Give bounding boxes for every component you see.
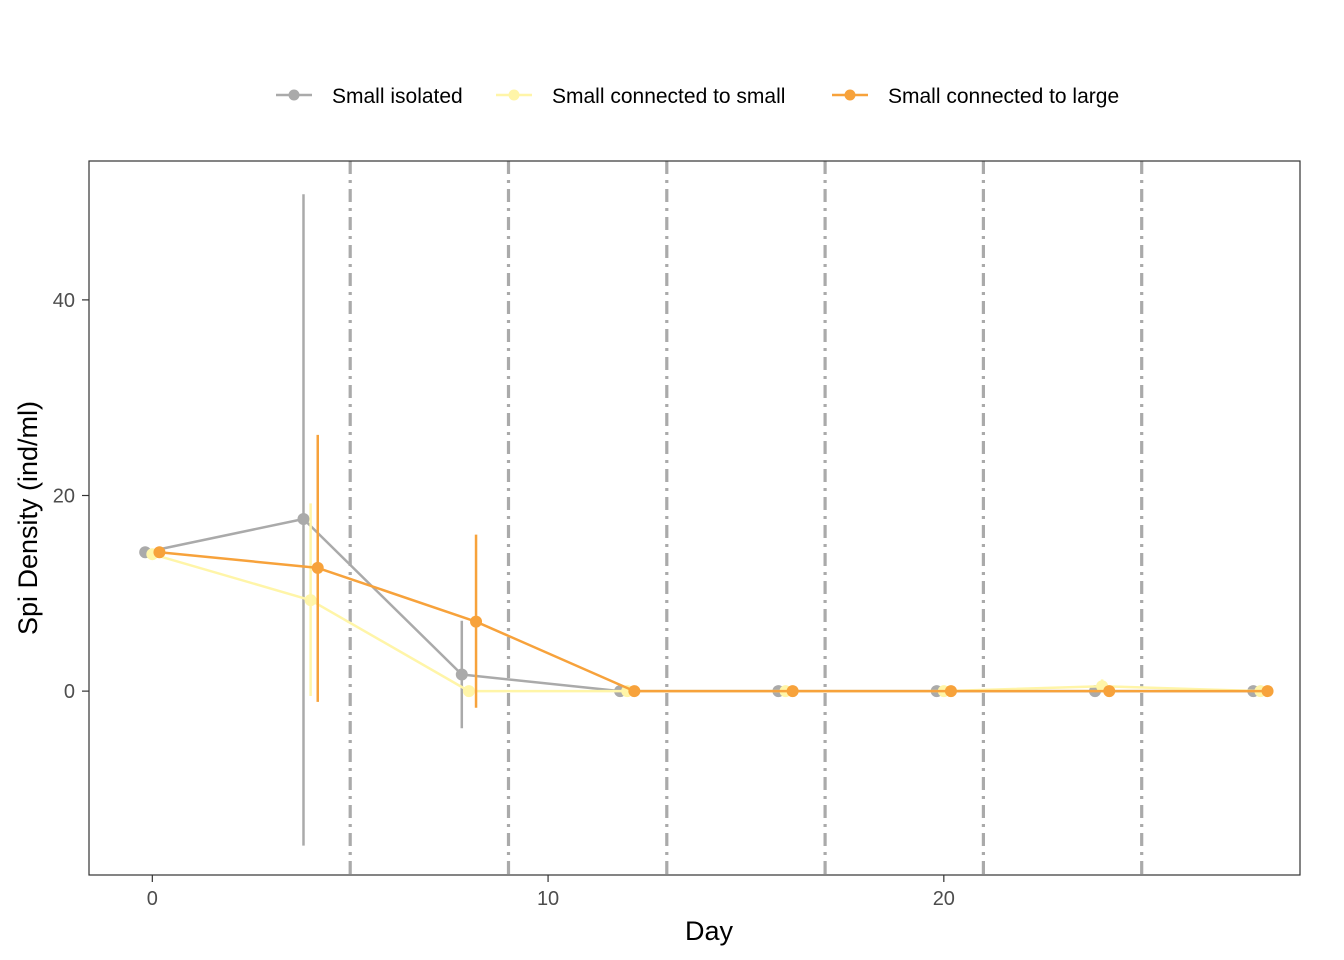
legend-item-small-connected-to-large: Small connected to large	[832, 85, 1119, 108]
series-small-isolated	[139, 194, 1260, 846]
series-line	[159, 550, 1268, 693]
data-point	[786, 685, 799, 698]
data-point	[304, 594, 317, 607]
legend-marker-small-isolated	[288, 89, 300, 101]
legend-marker-small-connected-to-large	[844, 89, 856, 101]
data-point	[628, 685, 641, 698]
data-series	[139, 194, 1274, 846]
data-point	[297, 512, 310, 525]
data-point	[1261, 685, 1274, 698]
data-point	[944, 685, 957, 698]
data-point	[470, 615, 483, 628]
phase-lines	[348, 161, 1144, 875]
legend-marker-small-connected-to-small	[508, 89, 520, 101]
legend-item-small-isolated: Small isolated	[276, 85, 463, 108]
series-small-connected-to-small	[146, 503, 1267, 698]
plot-panel	[88, 160, 1301, 876]
y-tick-label: 20	[53, 486, 75, 508]
x-tick-label: 0	[147, 888, 158, 910]
data-point	[462, 685, 475, 698]
legend: Small isolated Small connected to small …	[276, 85, 1119, 108]
legend-label-small-isolated: Small isolated	[332, 85, 463, 108]
y-tick-label: 0	[64, 681, 75, 703]
data-point	[1103, 685, 1116, 698]
y-axis-title: Spi Density (ind/ml)	[13, 401, 43, 635]
x-tick-label: 10	[537, 888, 559, 910]
legend-label-small-connected-to-small: Small connected to small	[552, 85, 785, 108]
data-point	[311, 561, 324, 574]
axes: 0 10 20 0 20 40	[53, 290, 955, 910]
x-axis-title: Day	[685, 916, 734, 946]
data-point	[455, 668, 468, 681]
legend-item-small-connected-to-small: Small connected to small	[496, 85, 785, 108]
x-tick-label: 20	[933, 888, 955, 910]
legend-label-small-connected-to-large: Small connected to large	[888, 85, 1119, 108]
series-small-connected-to-large	[153, 434, 1274, 708]
data-point	[153, 546, 166, 559]
y-tick-label: 40	[53, 290, 75, 312]
